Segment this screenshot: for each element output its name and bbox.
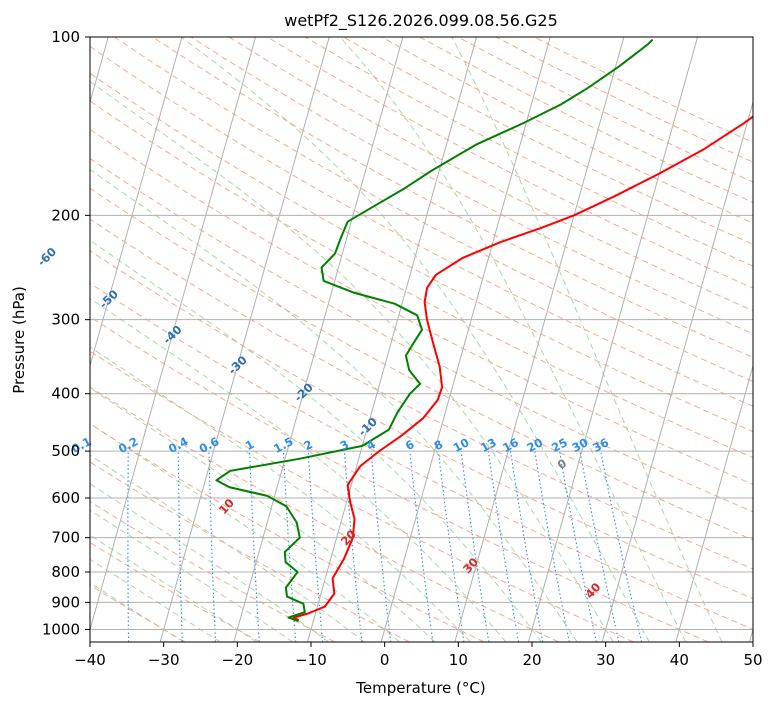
dry-adiabat [190, 37, 753, 335]
dry-adiabats [90, 37, 753, 642]
moist-adiabat [90, 346, 471, 642]
isotherm-line [528, 37, 699, 642]
moist-adiabat [90, 483, 329, 642]
chart-title: wetPf2_S126.2026.099.08.56.G25 [284, 11, 558, 31]
x-tick-label: 20 [522, 651, 541, 669]
dry-adiabat [90, 187, 753, 541]
dry-adiabat [90, 316, 709, 642]
dry-adiabat [90, 157, 753, 513]
isotherm-line [90, 37, 257, 632]
y-tick-label: 600 [51, 489, 80, 507]
y-axis-ticks: 100 200 300 400 500 600 700 800 900 1000 [42, 28, 90, 638]
temperature-profile [292, 115, 753, 622]
isotherm-line [159, 37, 330, 642]
x-tick-label: 10 [449, 651, 468, 669]
mixing-ratio-line [307, 451, 324, 642]
x-tick-label: −40 [74, 651, 106, 669]
mixing-ratio-line [558, 451, 597, 642]
isotherm-line [675, 363, 753, 642]
dry-adiabat [90, 45, 753, 407]
moist-adiabat [90, 454, 365, 642]
moist-adiabat [90, 168, 578, 642]
moist-adiabat [339, 37, 687, 642]
mixing-ratio-label: 30 [570, 435, 591, 455]
dewpoint-profile [215, 38, 654, 623]
moist-adiabat [90, 297, 507, 642]
dry-adiabat [90, 541, 261, 642]
plot-layers [90, 37, 753, 642]
moist-adiabat [451, 37, 723, 642]
isotherm-line [233, 37, 404, 642]
dry-adiabat [152, 37, 753, 358]
mixing-ratio-label: 10 [451, 435, 472, 455]
isotherm-line [307, 37, 478, 642]
moist-adiabat [90, 239, 542, 642]
x-tick-label: 30 [596, 651, 615, 669]
mixing-ratio-line [409, 451, 434, 642]
dry-adiabat [90, 423, 485, 642]
skewed-isotherms [90, 37, 753, 642]
x-tick-label: −30 [148, 651, 180, 669]
isotherm-line [380, 37, 551, 642]
dry-adiabat [90, 386, 560, 642]
dry-adiabat [90, 250, 753, 600]
dry-adiabat [90, 350, 634, 642]
x-axis-title: Temperature (°C) [355, 679, 485, 697]
mixing-ratio-label: 20 [524, 435, 545, 455]
y-tick-label: 800 [51, 563, 80, 581]
mixing-ratio-line [437, 451, 465, 642]
moist-adiabat [90, 80, 614, 642]
mixing-ratio-line [460, 451, 490, 642]
y-tick-label: 900 [51, 593, 80, 611]
mixing-ratio-line [343, 451, 363, 642]
y-tick-label: 300 [51, 311, 80, 329]
x-tick-label: 40 [670, 651, 689, 669]
mixing-ratio-line [579, 451, 620, 642]
x-tick-label: −20 [222, 651, 254, 669]
moist-adiabat [180, 37, 650, 642]
y-axis-title: Pressure (hPa) [10, 286, 28, 394]
x-tick-label: 50 [743, 651, 762, 669]
x-tick-label: −10 [295, 651, 327, 669]
y-tick-label: 700 [51, 529, 80, 547]
dry-adiabat [90, 584, 186, 642]
x-axis-ticks: −40 −30 −20 −10 0 10 20 30 40 50 [74, 642, 763, 669]
y-tick-label: 500 [51, 442, 80, 460]
y-tick-label: 1000 [42, 620, 80, 638]
mixing-ratio-line [534, 451, 570, 642]
dry-adiabat [90, 72, 753, 433]
y-tick-label: 100 [51, 28, 80, 46]
plot-frame [89, 36, 754, 643]
isotherm-line [90, 37, 183, 368]
y-tick-label: 400 [51, 385, 80, 403]
isotherm-line [454, 37, 625, 642]
mixing-ratio-label: 16 [500, 435, 521, 455]
x-tick-label: 0 [380, 651, 390, 669]
mixing-ratio-label: 25 [549, 435, 570, 455]
mixing-ratio-label: 13 [478, 435, 499, 455]
dry-adiabat [90, 282, 753, 630]
mixing-ratio-line [370, 451, 392, 642]
sounding-profiles [215, 38, 753, 623]
mixing-ratio-label: 36 [590, 435, 611, 455]
plot-background [90, 37, 753, 642]
moist-adiabat [90, 422, 400, 642]
dry-adiabat [90, 218, 753, 570]
y-tick-label: 200 [51, 206, 80, 224]
moist-adiabats [90, 37, 723, 642]
moist-adiabat [90, 387, 436, 642]
dry-adiabat [90, 461, 410, 642]
isotherm-line [601, 100, 753, 642]
